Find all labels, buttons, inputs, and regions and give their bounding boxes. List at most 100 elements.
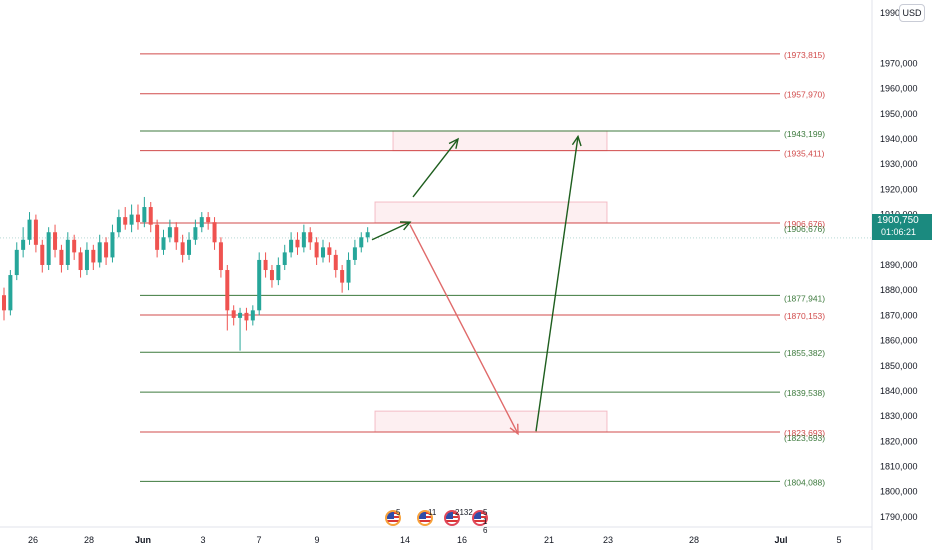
x-tick-label: 23 (603, 535, 613, 545)
candle-body (40, 244, 45, 265)
level-label: (1973,815) (784, 50, 825, 60)
y-tick-label: 1930,000 (880, 159, 918, 169)
x-tick-label: Jul (774, 535, 787, 545)
candle-body (27, 219, 32, 240)
candle-body (65, 239, 70, 265)
candle-body (155, 224, 160, 250)
level-label: (1855,382) (784, 348, 825, 358)
y-tick-label: 1880,000 (880, 285, 918, 295)
y-tick-label: 1890,000 (880, 260, 918, 270)
candle-body (282, 252, 287, 265)
candle-body (97, 242, 102, 263)
y-tick-label: 1960,000 (880, 84, 918, 94)
candle-body (352, 247, 357, 260)
candle-body (129, 214, 134, 225)
zone-box (374, 201, 608, 224)
level-label: (1823,693) (784, 433, 825, 443)
currency-button[interactable]: USD (899, 4, 925, 22)
candle-body (301, 232, 306, 248)
x-tick-label: Jun (135, 535, 151, 545)
candle-body (174, 227, 179, 243)
candle-body (276, 264, 281, 281)
x-tick-label: 26 (28, 535, 38, 545)
candle-body (59, 249, 64, 265)
x-tick-label: 9 (314, 535, 319, 545)
y-tick-label: 1830,000 (880, 411, 918, 421)
event-flag-icon[interactable] (444, 510, 460, 526)
candle-body (104, 242, 109, 258)
arrow-head (509, 423, 519, 436)
candle-body (72, 239, 77, 253)
candle-body (2, 295, 6, 311)
x-tick-label: 3 (200, 535, 205, 545)
candle-body (180, 242, 185, 255)
event-count: 2132 (455, 508, 473, 517)
event-flag-icon[interactable] (385, 510, 401, 526)
candle-body (110, 232, 115, 258)
candle-body (123, 217, 128, 225)
y-tick-label: 1790,000 (880, 512, 918, 522)
candle-body (321, 247, 325, 258)
arrow-line (371, 221, 411, 241)
event-count: 11 (428, 508, 437, 517)
projection-arrows (371, 134, 582, 436)
candlesticks (2, 196, 370, 351)
candle-body (206, 217, 211, 223)
event-flag-icon[interactable] (472, 510, 488, 526)
level-label: (1906,676) (784, 219, 825, 229)
candle-body (257, 259, 262, 311)
candle-body (142, 207, 147, 223)
candle-body (84, 249, 89, 271)
level-label: (1877,941) (784, 293, 825, 303)
event-count: 5 (396, 508, 401, 517)
y-tick-label: 1860,000 (880, 336, 918, 346)
candle-body (308, 232, 313, 243)
candle-body (238, 312, 243, 318)
candle-body (231, 310, 236, 318)
zone-box (374, 410, 608, 433)
y-tick-label: 1850,000 (880, 361, 918, 371)
candle-body (340, 270, 345, 283)
level-label: (1839,538) (784, 388, 825, 398)
arrow-head (448, 137, 459, 149)
candle-body (314, 242, 319, 258)
y-tick-label: 1990,000 (880, 8, 918, 18)
candle-body (135, 214, 140, 223)
x-tick-label: 28 (84, 535, 94, 545)
event-flag-icon[interactable] (417, 510, 433, 526)
candle-body (244, 312, 249, 321)
candle-body (365, 232, 370, 238)
time-axis[interactable]: 26 28 Jun 3 7 9 14 16 21 23 28 Jul 5 (28, 535, 842, 545)
y-tick-label: 1800,000 (880, 487, 918, 497)
candle-body (346, 259, 351, 283)
arrow-line (409, 224, 519, 435)
candle-body (269, 270, 274, 281)
x-tick-label: 16 (457, 535, 467, 545)
x-tick-label: 5 (836, 535, 841, 545)
y-tick-label: 1950,000 (880, 109, 918, 119)
supply-demand-zones (374, 130, 608, 433)
level-label: (1943,199) (784, 129, 825, 139)
candle-body (199, 217, 204, 228)
x-tick-label: 28 (689, 535, 699, 545)
arrow-line (535, 136, 579, 432)
candle-body (14, 249, 19, 276)
last-price: 1900,750 (877, 215, 919, 226)
y-tick-label: 1920,000 (880, 184, 918, 194)
candle-body (212, 222, 217, 243)
candle-body (225, 270, 230, 311)
candle-body (78, 252, 83, 271)
price-axis[interactable]: 1990,000 1970,000 1960,000 1950,000 1940,000… (880, 8, 918, 522)
candle-body (167, 227, 172, 238)
candle-body (359, 237, 364, 248)
candle-body (193, 227, 198, 240)
candle-body (148, 207, 153, 225)
candle-body (161, 237, 166, 250)
candle-body (218, 242, 223, 271)
y-tick-label: 1840,000 (880, 386, 918, 396)
candle-body (33, 219, 38, 245)
candle-body (187, 239, 192, 255)
x-tick-label: 21 (544, 535, 554, 545)
arrow-head (399, 221, 412, 231)
